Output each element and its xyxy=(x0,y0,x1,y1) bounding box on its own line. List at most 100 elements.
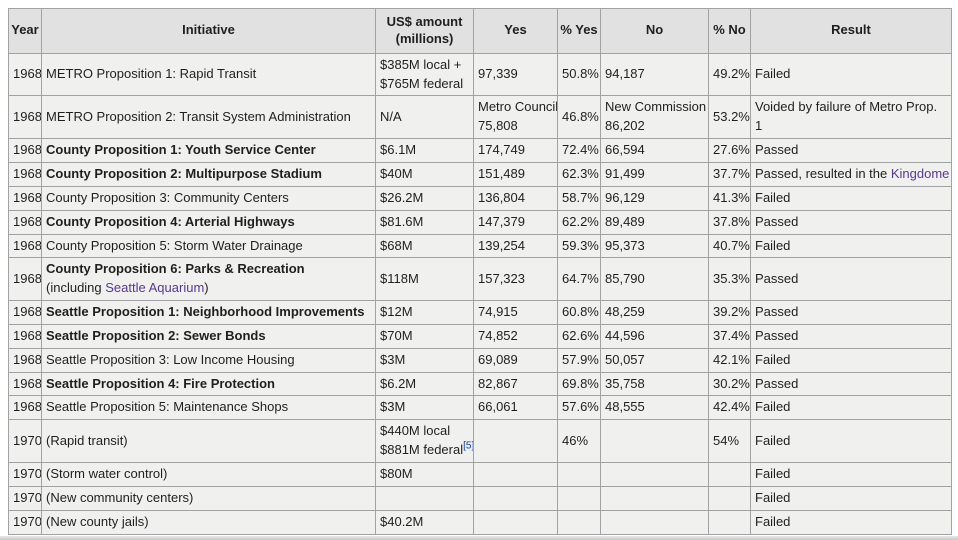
text-segment: 42.1% xyxy=(713,351,750,367)
text-segment: 62.3% xyxy=(562,166,599,181)
text-segment: $6.2M xyxy=(380,375,417,391)
cell-yes_pct: 50.8% xyxy=(557,52,601,97)
cell-result: Passed xyxy=(750,371,952,397)
text-segment: 59.3% xyxy=(562,237,599,253)
cell-year: 1968 xyxy=(8,300,42,325)
cell-initiative: County Proposition 4: Arterial Highways xyxy=(41,209,376,235)
cell-yes_pct: 59.3% xyxy=(557,233,601,259)
cell-yes: 147,379 xyxy=(473,209,558,235)
cell-yes: 66,061 xyxy=(473,395,558,421)
cell-amount: N/A xyxy=(375,95,474,140)
cell-result: Passed xyxy=(750,209,952,235)
text-segment: (New community centers) xyxy=(46,489,194,505)
text-segment: Failed xyxy=(755,66,791,82)
cell-no xyxy=(600,509,709,535)
text-segment: 1968 xyxy=(13,189,42,205)
wiki-link[interactable]: Seattle Aquarium xyxy=(105,280,205,296)
wiki-link[interactable]: Kingdome xyxy=(890,166,950,181)
text-segment: 1968 xyxy=(13,108,42,124)
table-row: 1968 Seattle Proposition 2: Sewer Bonds $7… xyxy=(8,323,952,349)
table-row: 1970 (Storm water control) $80M Failed xyxy=(8,461,952,487)
text-segment: 50.8% xyxy=(562,66,599,82)
table-header: Year Initiative US$ amount (millions) Yes% … xyxy=(8,8,952,54)
cell-yes: Metro Council 75,808 xyxy=(473,95,558,140)
cell-initiative: METRO Proposition 2: Transit System Admi… xyxy=(41,95,376,140)
cell-amount: $6.2M xyxy=(375,371,474,397)
cell-year: 1968 xyxy=(8,95,42,140)
cell-no_pct: 42.4% xyxy=(708,395,751,421)
text-segment: $765M federal xyxy=(380,75,464,91)
text-segment: 1968 xyxy=(13,166,42,181)
text-segment: Passed xyxy=(755,327,799,343)
window-edge xyxy=(0,536,958,540)
text-segment: $81.6M xyxy=(380,213,424,229)
cell-no: New Commission 86,202 xyxy=(600,95,709,140)
text-segment: ) xyxy=(204,280,209,296)
text-segment: 74,852 xyxy=(478,327,518,343)
cell-no xyxy=(600,461,709,487)
cell-line: 75,808 xyxy=(478,117,553,136)
text-segment: Seattle Proposition 1: Neighborhood Impr… xyxy=(46,304,365,320)
text-segment: 27.6% xyxy=(713,142,750,158)
cell-initiative: County Proposition 2: Multipurpose Stadi… xyxy=(41,162,376,187)
header-row: Year Initiative US$ amount (millions) Yes% … xyxy=(8,8,952,54)
cell-yes_pct: 69.8% xyxy=(557,371,601,397)
cell-result: Passed, resulted in the Kingdome xyxy=(750,162,952,187)
text-segment: $80M xyxy=(380,465,413,481)
text-segment: 174,749 xyxy=(478,142,525,158)
text-segment: 139,254 xyxy=(478,237,525,253)
cell-yes: 69,089 xyxy=(473,347,558,373)
text-segment: 1970 xyxy=(13,432,42,448)
cell-no xyxy=(600,485,709,511)
cell-initiative: (Rapid transit) xyxy=(41,419,376,463)
cell-year: 1968 xyxy=(8,395,42,421)
cell-yes xyxy=(473,461,558,487)
table-row: 1968 Seattle Proposition 1: Neighborhood … xyxy=(8,300,952,325)
text-segment: 69.8% xyxy=(562,375,599,391)
text-segment: $40M xyxy=(380,166,413,181)
cell-line: Metro Council xyxy=(478,98,557,117)
cell-initiative: Seattle Proposition 4: Fire Protection xyxy=(41,371,376,397)
reference-link[interactable]: [5] xyxy=(463,440,474,452)
cell-line: Passed, resulted in the Kingdome xyxy=(755,165,950,184)
cell-no: 48,259 xyxy=(600,300,709,325)
text-segment: 1968 xyxy=(13,399,42,415)
cell-yes_pct: 57.6% xyxy=(557,395,601,421)
cell-no: 66,594 xyxy=(600,138,709,163)
cell-yes_pct xyxy=(557,485,601,511)
cell-yes: 139,254 xyxy=(473,233,558,259)
table-row: 1968 County Proposition 4: Arterial Highw… xyxy=(8,209,952,235)
table-row: 1968 County Proposition 5: Storm Water Dr… xyxy=(8,233,952,259)
cell-amount: $3M xyxy=(375,395,474,421)
cell-no_pct: 37.8% xyxy=(708,209,751,235)
text-segment: 75,808 xyxy=(478,118,518,134)
cell-initiative: County Proposition 3: Community Centers xyxy=(41,185,376,211)
text-segment: Passed xyxy=(755,213,799,229)
text-segment: Passed xyxy=(755,375,799,391)
cell-line: (including Seattle Aquarium) xyxy=(46,279,371,298)
text-segment: 157,323 xyxy=(478,270,525,286)
text-segment: 86,202 xyxy=(605,118,645,134)
text-segment: 37.4% xyxy=(713,327,750,343)
text-segment: 1968 xyxy=(13,351,42,367)
text-segment: 64.7% xyxy=(562,270,599,286)
table-row: 1968 County Proposition 2: Multipurpose S… xyxy=(8,162,952,187)
column-header-no_pct: % No xyxy=(708,8,751,54)
cell-year: 1968 xyxy=(8,323,42,349)
cell-no: 85,790 xyxy=(600,257,709,302)
cell-amount: $3M xyxy=(375,347,474,373)
text-segment: 151,489 xyxy=(478,166,525,181)
text-segment: 40.7% xyxy=(713,237,750,253)
text-segment: $12M xyxy=(380,304,413,320)
text-segment: 30.2% xyxy=(713,375,750,391)
cell-initiative: Seattle Proposition 2: Sewer Bonds xyxy=(41,323,376,349)
cell-amount: $68M xyxy=(375,233,474,259)
text-segment: $6.1M xyxy=(380,142,417,158)
cell-result: Failed xyxy=(750,509,952,535)
text-segment: Failed xyxy=(755,432,791,448)
cell-year: 1968 xyxy=(8,233,42,259)
text-segment: $385M local + xyxy=(380,56,462,72)
text-segment: Failed xyxy=(755,465,791,481)
text-segment: 136,804 xyxy=(478,189,525,205)
